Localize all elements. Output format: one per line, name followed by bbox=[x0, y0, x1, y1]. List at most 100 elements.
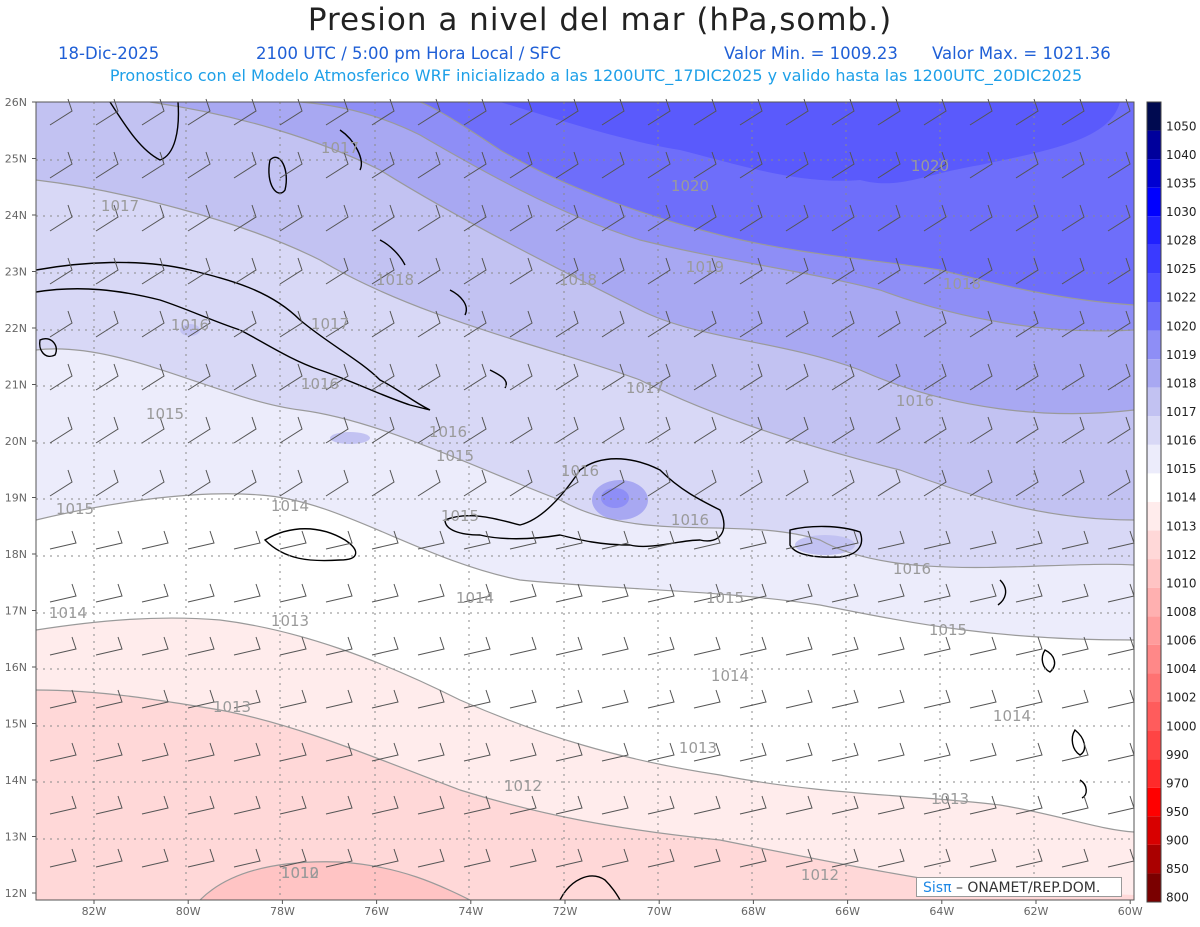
wind-barb bbox=[1107, 204, 1131, 232]
lon-label: 72W bbox=[553, 905, 578, 918]
isobar-label: 1016 bbox=[671, 511, 709, 529]
wind-barb bbox=[371, 204, 395, 232]
wind-barb bbox=[877, 583, 905, 603]
wind-barb bbox=[693, 742, 721, 762]
lon-label: 68W bbox=[741, 905, 766, 918]
wind-barb bbox=[49, 151, 73, 179]
wind-barb bbox=[187, 363, 211, 391]
wind-barb bbox=[647, 583, 675, 603]
wind-barb bbox=[325, 742, 353, 762]
wind-barb bbox=[1061, 742, 1089, 762]
wind-barb bbox=[325, 469, 349, 497]
colorbar-swatch bbox=[1147, 159, 1161, 188]
isobar-label: 1012 bbox=[281, 864, 319, 882]
wind-barb bbox=[509, 636, 537, 656]
wind-barb bbox=[325, 257, 349, 285]
wind-barb bbox=[1015, 795, 1043, 815]
isobar-label: 1016 bbox=[893, 560, 931, 578]
wind-barb bbox=[279, 310, 303, 338]
wind-barb bbox=[555, 151, 579, 179]
wind-barb bbox=[417, 257, 441, 285]
wind-barb bbox=[831, 848, 859, 868]
wind-barb bbox=[785, 363, 809, 391]
wind-barb bbox=[1061, 98, 1085, 126]
wind-barb bbox=[601, 310, 625, 338]
wind-barb bbox=[187, 204, 211, 232]
wind-barb bbox=[647, 848, 675, 868]
wind-barb bbox=[831, 742, 859, 762]
wind-barb bbox=[693, 204, 717, 232]
colorbar-swatch bbox=[1147, 216, 1161, 245]
isobar-label: 1013 bbox=[271, 612, 309, 630]
wind-barb bbox=[877, 310, 901, 338]
wind-barb bbox=[923, 795, 951, 815]
wind-barb bbox=[371, 530, 399, 550]
wind-barb bbox=[49, 363, 73, 391]
wind-barb bbox=[969, 151, 993, 179]
wind-barb bbox=[509, 151, 533, 179]
wind-barb bbox=[1015, 583, 1043, 603]
wind-barb bbox=[371, 469, 395, 497]
wind-barb bbox=[509, 416, 533, 444]
isobar-label: 1014 bbox=[993, 707, 1031, 725]
wind-barb bbox=[325, 636, 353, 656]
wind-barb bbox=[739, 416, 763, 444]
isobar-label: 1013 bbox=[679, 739, 717, 757]
wind-barb bbox=[233, 795, 261, 815]
wind-barb bbox=[785, 848, 813, 868]
wind-barb bbox=[141, 151, 165, 179]
isobar-label: 1013 bbox=[213, 698, 251, 716]
wind-barb bbox=[1061, 363, 1085, 391]
wind-barb bbox=[693, 98, 717, 126]
wind-barb bbox=[141, 795, 169, 815]
wind-barb bbox=[141, 363, 165, 391]
lon-label: 78W bbox=[270, 905, 295, 918]
wind-barb bbox=[739, 363, 763, 391]
wind-barb bbox=[49, 583, 77, 603]
coastlines bbox=[36, 102, 1087, 900]
wind-barb bbox=[785, 310, 809, 338]
wind-barb bbox=[279, 151, 303, 179]
wind-barb bbox=[463, 636, 491, 656]
wind-barb bbox=[969, 469, 993, 497]
isobar-label: 1015 bbox=[929, 621, 967, 639]
wind-barb bbox=[923, 98, 947, 126]
wind-barb bbox=[831, 204, 855, 232]
wind-barb bbox=[371, 742, 399, 762]
max-value: Valor Max. = 1021.36 bbox=[932, 44, 1111, 63]
colorbar-swatch bbox=[1147, 102, 1161, 131]
wind-barb bbox=[969, 416, 993, 444]
wind-barb bbox=[509, 310, 533, 338]
isobar-labels: 1020 1020 1019 1018 1018 1018 1017 1017 1017 1017… bbox=[49, 139, 1031, 884]
wind-barb bbox=[233, 416, 257, 444]
lat-label: 23N bbox=[5, 266, 27, 279]
colorbar-label: 1035 bbox=[1166, 176, 1197, 190]
latitude-labels: 26N 25N 24N 23N 22N 21N 20N 19N 18N 17N 16N 15N 14N 1… bbox=[5, 96, 36, 900]
lat-label: 17N bbox=[5, 605, 27, 618]
wind-barb bbox=[279, 98, 303, 126]
wind-barb bbox=[325, 583, 353, 603]
wind-barb bbox=[49, 530, 77, 550]
wind-barb bbox=[141, 98, 165, 126]
colorbar-swatch bbox=[1147, 473, 1161, 502]
wind-barb bbox=[371, 151, 395, 179]
wind-barb bbox=[279, 204, 303, 232]
wind-barb bbox=[785, 742, 813, 762]
wind-barb bbox=[647, 204, 671, 232]
colorbar-label: 1008 bbox=[1166, 605, 1197, 619]
colorbar-swatch bbox=[1147, 759, 1161, 788]
wind-barb bbox=[141, 689, 169, 709]
wind-barb bbox=[463, 363, 487, 391]
wind-barb bbox=[739, 742, 767, 762]
wind-barb bbox=[555, 689, 583, 709]
lon-label: 76W bbox=[364, 905, 389, 918]
colorbar-label: 1000 bbox=[1166, 719, 1197, 733]
model-info: Pronostico con el Modelo Atmosferico WRF… bbox=[109, 66, 1083, 85]
wind-barb bbox=[1061, 530, 1089, 550]
wind-barb bbox=[187, 848, 215, 868]
wind-barb bbox=[49, 689, 77, 709]
isobar-label: 1017 bbox=[626, 379, 664, 397]
wind-barb bbox=[233, 469, 257, 497]
wind-barb bbox=[417, 636, 445, 656]
